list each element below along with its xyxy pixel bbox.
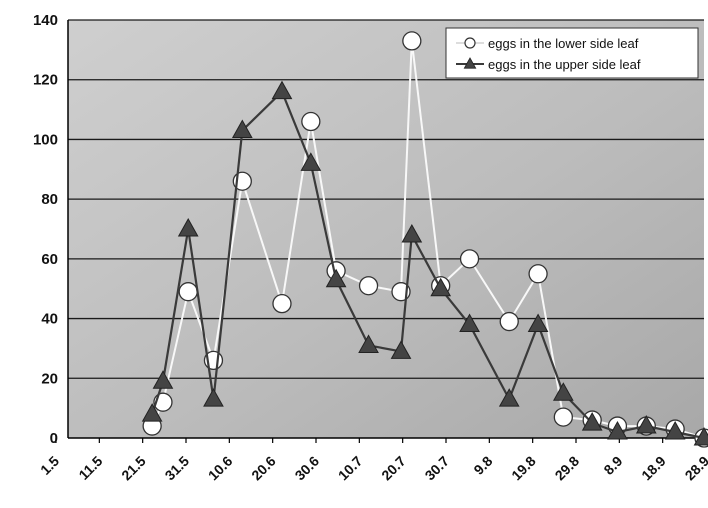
data-point-triangle <box>325 268 347 288</box>
data-point-triangle <box>300 152 322 171</box>
data-point-triangle <box>430 277 452 297</box>
y-tick-label: 60 <box>41 251 58 268</box>
y-tick-label: 140 <box>33 12 58 29</box>
x-tick-label: 1.5 <box>37 453 62 478</box>
data-point-circle <box>272 293 292 314</box>
legend-box <box>445 27 699 79</box>
data-point-triangle <box>693 426 708 446</box>
y-tick-label: 0 <box>50 430 58 447</box>
x-tick-label: 30.6 <box>292 453 323 484</box>
x-tick-label: 19.8 <box>508 453 539 484</box>
x-tick-label: 11.5 <box>75 453 105 483</box>
data-point-circle <box>528 264 548 284</box>
data-point-circle <box>178 282 198 302</box>
legend-item: eggs in the lower side leaf <box>456 36 639 51</box>
x-tick-label: 8.9 <box>600 453 625 478</box>
data-point-triangle <box>152 370 174 389</box>
legend: eggs in the lower side leaf eggs in the u… <box>445 27 699 79</box>
data-point-triangle <box>664 421 686 440</box>
data-point-circle <box>553 407 573 427</box>
data-point-triangle <box>203 388 224 407</box>
data-point-triangle <box>358 334 379 353</box>
legend-circle-icon <box>464 37 476 49</box>
data-point-triangle <box>141 403 163 422</box>
data-point-triangle <box>271 80 293 100</box>
data-point-triangle <box>231 119 253 138</box>
x-tick-label: 31.5 <box>162 453 193 484</box>
data-point-circle <box>301 111 321 132</box>
plot-background <box>68 20 704 438</box>
data-point-triangle <box>177 217 199 237</box>
x-tick-labels: 1.5 11.5 21.5 31.5 10.6 20.6 30.6 10.7 20.7 30.7 9… <box>37 453 708 484</box>
x-tick-label: 9.8 <box>470 453 495 478</box>
data-point-triangle <box>581 412 603 431</box>
data-point-triangle <box>527 313 549 333</box>
legend-label: eggs in the upper side leaf <box>488 57 641 72</box>
data-point-circle <box>358 276 379 296</box>
y-tick-labels: 0 20 40 60 80 100 120 140 <box>33 12 58 447</box>
y-tick-label: 20 <box>41 370 58 387</box>
x-tick-label: 21.5 <box>118 453 149 484</box>
y-tick-label: 100 <box>33 131 58 148</box>
data-point-triangle <box>635 415 657 434</box>
x-tick-label: 10.6 <box>205 453 236 484</box>
x-tick-label: 20.7 <box>378 453 409 484</box>
x-tick-label: 30.7 <box>422 453 453 484</box>
series-2 <box>141 80 708 446</box>
y-tick-label: 40 <box>41 311 58 328</box>
data-point-triangle <box>607 421 628 440</box>
data-point-circle <box>499 311 519 332</box>
data-point-triangle <box>552 382 574 401</box>
x-tick-label: 29.8 <box>552 453 583 484</box>
axes <box>55 20 707 443</box>
data-point-circle <box>459 249 480 269</box>
legend-label: eggs in the lower side leaf <box>488 36 639 51</box>
x-tick-label: 18.9 <box>638 453 669 484</box>
legend-triangle-icon <box>463 57 477 69</box>
x-tick-label: 10.7 <box>335 453 366 484</box>
x-tick-label: 28.9 <box>682 453 708 484</box>
data-point-triangle <box>401 223 423 243</box>
y-tick-label: 120 <box>33 72 58 89</box>
y-tick-label: 80 <box>41 191 58 208</box>
data-point-triangle <box>498 388 520 407</box>
x-tick-label: 20.6 <box>248 453 279 484</box>
legend-item: eggs in the upper side leaf <box>456 57 641 72</box>
series <box>141 31 708 448</box>
data-point-circle <box>402 31 422 51</box>
data-point-triangle <box>390 340 412 359</box>
data-point-triangle <box>459 313 480 333</box>
